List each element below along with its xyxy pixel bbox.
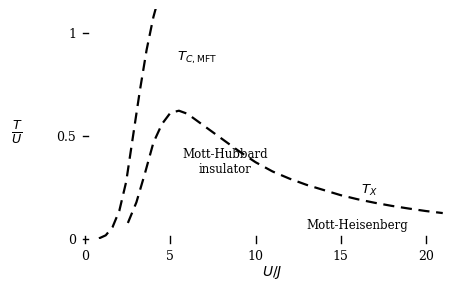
Text: Mott-Hubbard
insulator: Mott-Hubbard insulator <box>182 148 268 176</box>
X-axis label: $U/J$: $U/J$ <box>262 264 283 281</box>
Text: Mott-Heisenberg: Mott-Heisenberg <box>307 218 409 232</box>
Text: $\frac{T}{U}$: $\frac{T}{U}$ <box>11 119 23 146</box>
Text: $T_{C,\mathrm{MFT}}$: $T_{C,\mathrm{MFT}}$ <box>177 50 218 66</box>
Text: $T_X$: $T_X$ <box>361 182 378 198</box>
